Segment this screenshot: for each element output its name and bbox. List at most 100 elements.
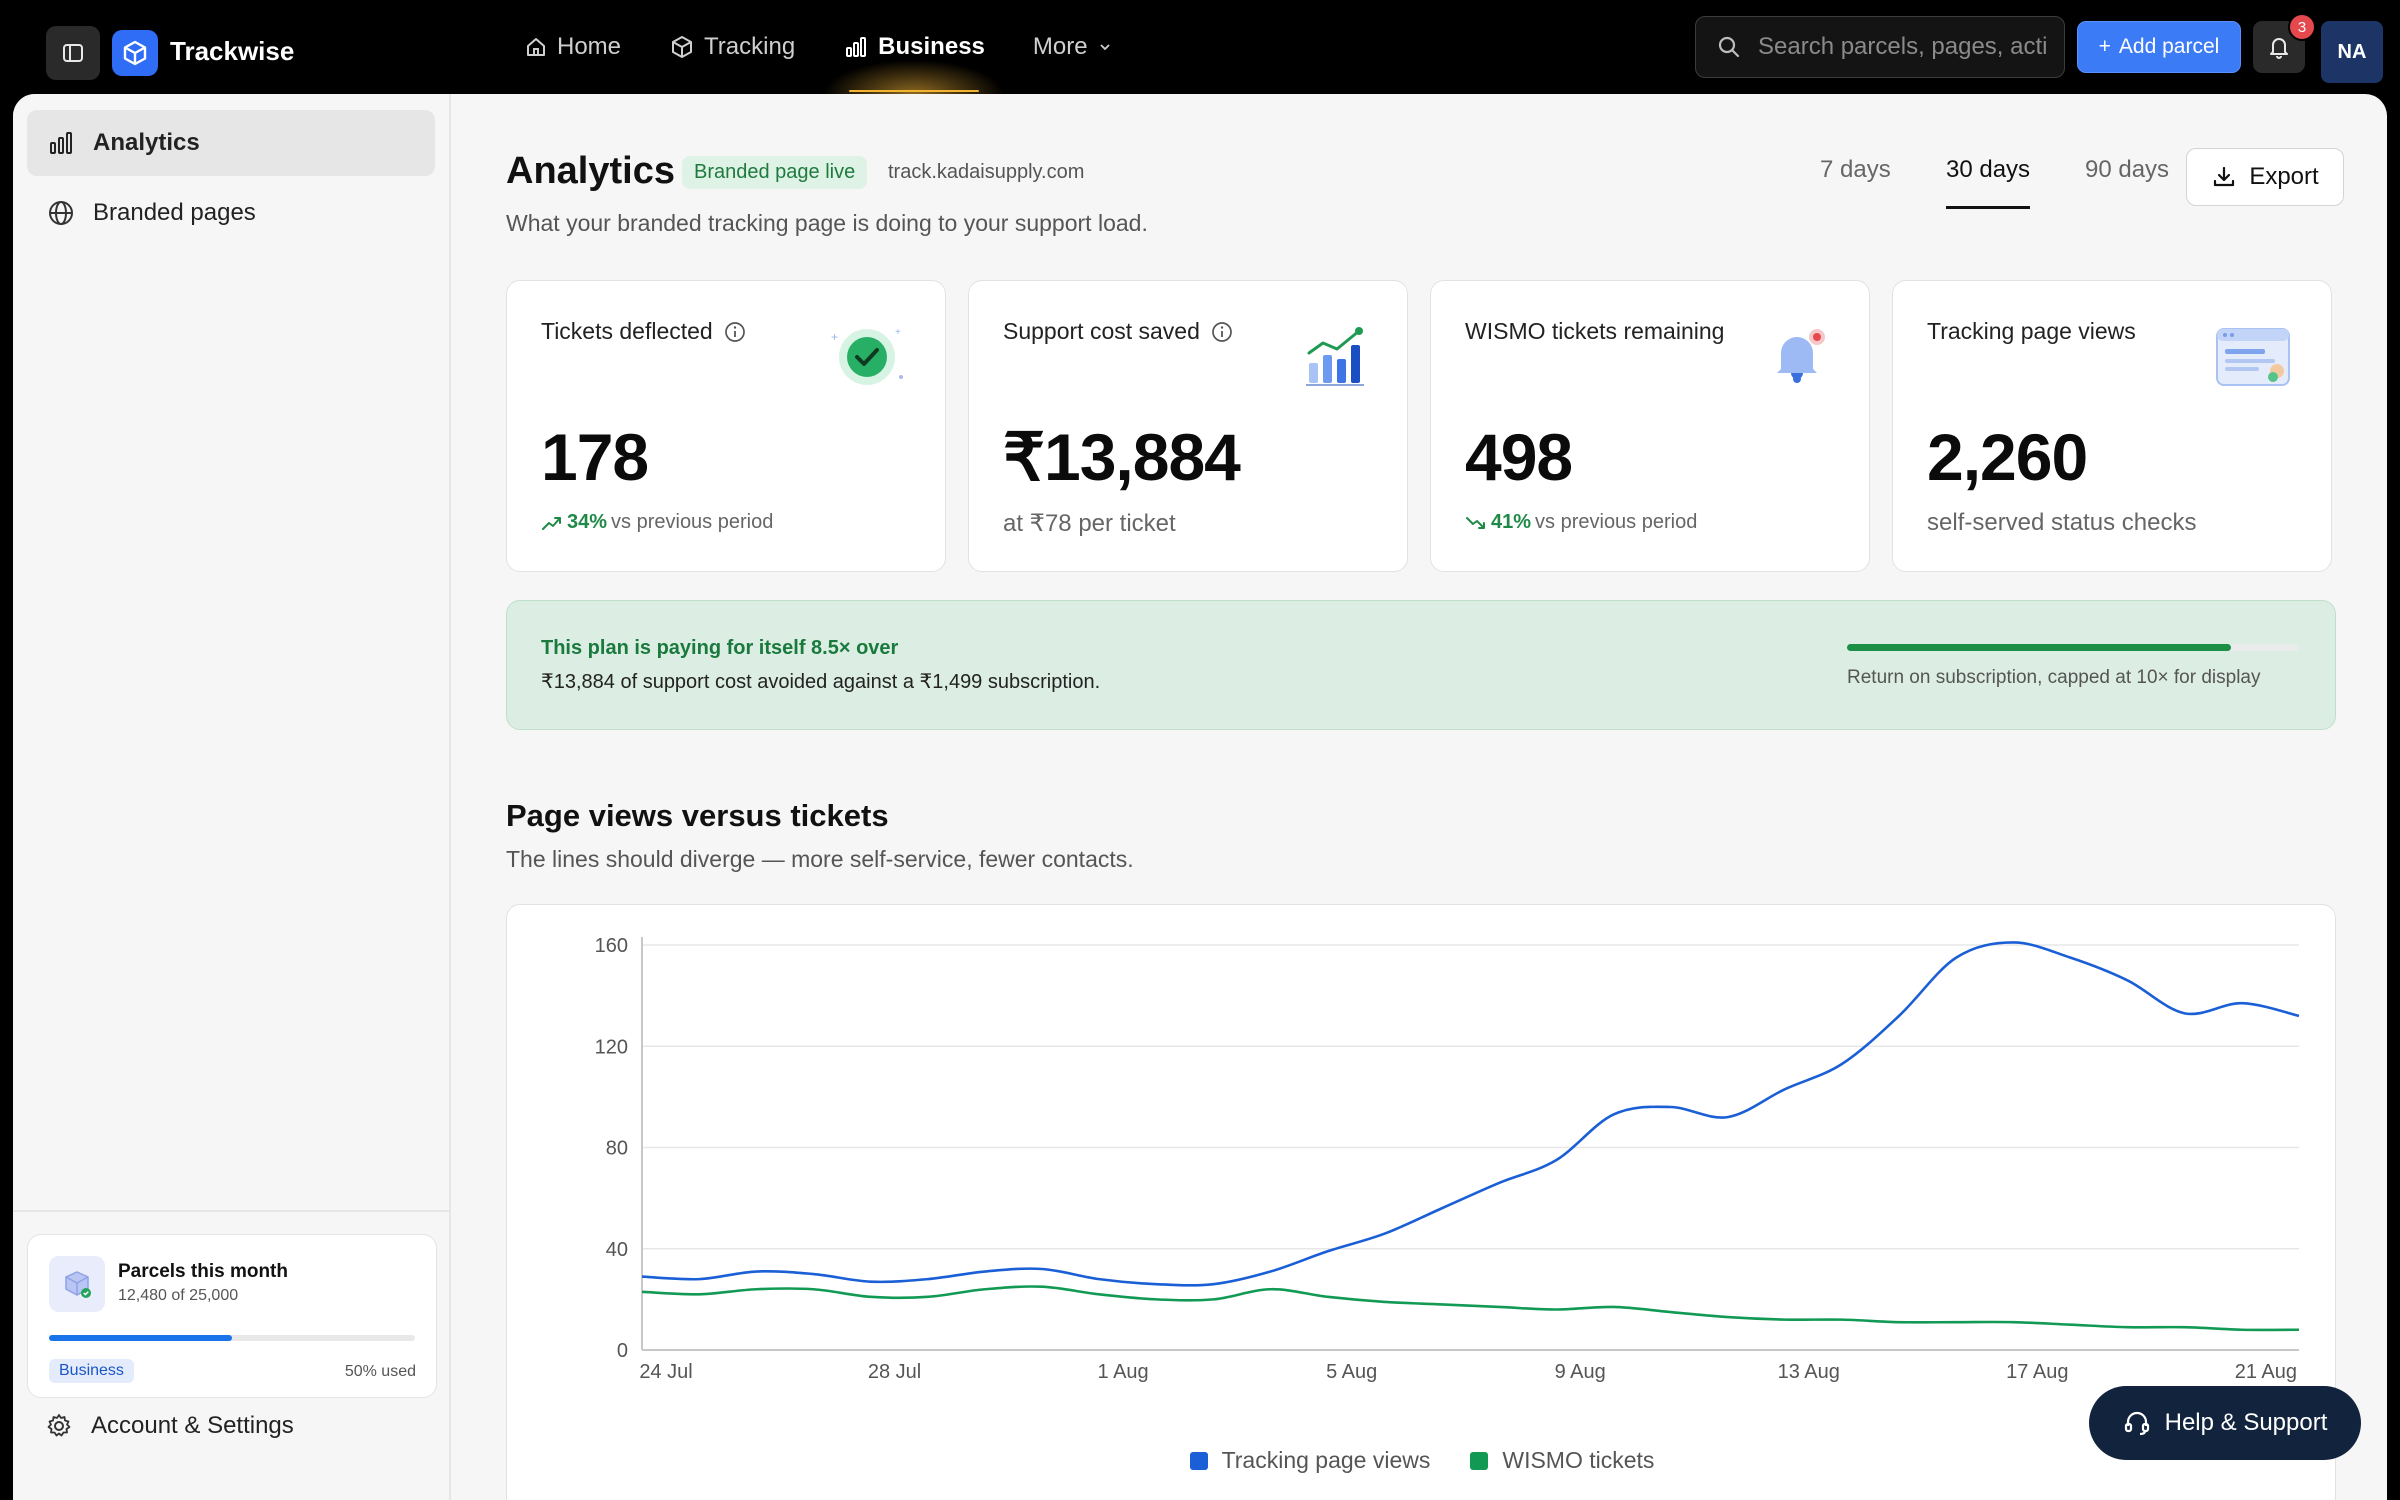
sidebar-divider [13,1210,449,1212]
stat-delta: 34% vs previous period [541,511,773,534]
bell-icon [2270,38,2288,59]
x-tick-label: 17 Aug [2006,1361,2068,1383]
stat-label-wrap: Support cost saved [1003,315,1273,348]
nav-tracking-label: Tracking [704,33,796,60]
stat-label: Support cost saved [1003,318,1200,344]
export-label: Export [2249,163,2319,190]
add-parcel-label: Add parcel [2118,35,2220,58]
app-name: Trackwise [170,36,295,66]
range-tab-90-days[interactable]: 90 days [2085,156,2170,183]
roi-text: ₹13,884 of support cost avoided against … [541,671,1101,693]
usage-progress-fill [49,1335,232,1341]
usage-progress-bar [49,1335,415,1341]
stat-card-tickets-deflected: Tickets deflected + + 178 34% vs previous… [506,280,946,572]
sidebar-item-label: Branded pages [93,199,256,226]
nav-tracking[interactable]: Tracking [645,0,819,94]
gear-icon [47,1414,71,1437]
tracking-domain[interactable]: track.kadaisupply.com [888,161,1085,183]
main-nav: Home Tracking Business More [500,0,1137,94]
legend-swatch [1189,1451,1208,1470]
app-frame: Analytics Branded pages Parcels this mon… [13,94,2387,1500]
roi-progress-fill [1847,644,2232,651]
roi-title: This plan is paying for itself 8.5× over [541,637,899,659]
nav-home-label: Home [557,33,622,60]
sidebar-item-analytics[interactable]: Analytics [27,110,435,176]
top-bar: Trackwise Home Tracking Business More + … [0,0,2400,94]
search-box[interactable] [1695,16,2065,78]
bar-chart-icon [846,37,867,57]
y-tick-label: 80 [606,1138,628,1160]
avatar[interactable]: NA [2321,21,2383,83]
stat-value: 2,260 [1927,420,2088,494]
stat-card-tracking-page-views: Tracking page views 2,260 self-served st… [1892,280,2332,572]
x-tick-label: 5 Aug [1326,1361,1377,1383]
nav-business[interactable]: Business [819,0,1009,94]
sidebar-toggle-button[interactable] [46,26,100,80]
series-line-tickets [641,1285,2300,1332]
export-button[interactable]: Export [2186,148,2344,206]
series-line-views [641,941,2300,1287]
legend-item-views[interactable]: Tracking page views [1189,1447,1431,1474]
y-tick-label: 40 [606,1239,628,1261]
roi-caption: Return on subscription, capped at 10× fo… [1847,667,2261,688]
sidebar-toggle-icon [63,44,83,62]
nav-more[interactable]: More [1009,0,1137,94]
x-tick-label: 9 Aug [1555,1361,1606,1383]
browser-window-icon [2216,328,2290,386]
growth-chart-icon [1306,327,1364,386]
chart-legend: Tracking page views WISMO tickets [507,1447,2337,1474]
home-icon [527,38,545,56]
range-tab-7-days[interactable]: 7 days [1820,156,1891,183]
y-tick-label: 0 [617,1340,628,1362]
range-tab-30-days[interactable]: 30 days [1946,156,2031,209]
trend-up-icon [542,516,561,530]
stat-label-wrap: Tickets deflected [541,315,811,348]
legend-item-tickets[interactable]: WISMO tickets [1470,1447,1654,1474]
x-tick-label: 28 Jul [868,1361,921,1383]
usage-detail: 12,480 of 25,000 [118,1287,239,1304]
stat-card-support-cost-saved: Support cost saved ₹13,884 at ₹78 per ti… [968,280,1408,572]
legend-label: WISMO tickets [1502,1447,1655,1473]
roi-progress-bar [1847,644,2299,651]
stat-label-wrap: Tracking page views [1927,315,2197,348]
legend-label: Tracking page views [1221,1447,1431,1473]
account-settings-link[interactable]: Account & Settings [45,1412,294,1440]
stat-label: WISMO tickets remaining [1465,318,1725,344]
stat-delta-percent: 41% [1491,511,1532,533]
sidebar-item-branded-pages[interactable]: Branded pages [27,180,435,246]
stat-footnote: self-served status checks [1927,509,2197,536]
box-icon [672,36,693,58]
globe-icon [49,201,73,225]
x-tick-label: 1 Aug [1098,1361,1149,1383]
stat-label: Tickets deflected [541,318,713,344]
chart-section-subtitle: The lines should diverge — more self-ser… [506,846,1134,872]
plus-icon: + [2098,35,2111,58]
sidebar-item-label: Analytics [93,129,200,156]
nav-more-label: More [1032,33,1088,60]
sidebar: Analytics Branded pages Parcels this mon… [13,94,451,1500]
nav-home[interactable]: Home [500,0,645,94]
search-input[interactable] [1758,33,2048,61]
chart-card: 0 40 80 120 160 24 Jul 28 Jul 1 Aug 5 Aug 9 Aug 13… [506,904,2336,1500]
search-icon [1718,36,1740,58]
usage-title: Parcels this month [118,1261,288,1282]
stat-value: 498 [1465,420,1573,494]
bar-chart-icon [50,132,72,154]
stat-label-wrap: WISMO tickets remaining [1465,315,1735,348]
headset-icon [2124,1411,2149,1436]
stat-delta: 41% vs previous period [1465,511,1697,534]
y-tick-label: 120 [595,1036,628,1058]
bell-alert-icon [1777,329,1825,383]
usage-percent-label: 50% used [344,1363,416,1380]
info-icon[interactable] [1210,320,1234,344]
stat-footnote: at ₹78 per ticket [1003,510,1176,537]
svg-text:+: + [831,330,838,344]
info-icon[interactable] [723,320,747,344]
help-support-button[interactable]: Help & Support [2089,1386,2361,1460]
main-content: Analytics Branded page live track.kadais… [506,94,2344,1500]
download-icon [2214,166,2235,187]
stat-label: Tracking page views [1927,318,2136,344]
logo-icon[interactable] [112,30,158,76]
add-parcel-button[interactable]: + Add parcel [2077,21,2241,73]
notification-count-badge: 3 [2288,13,2316,41]
